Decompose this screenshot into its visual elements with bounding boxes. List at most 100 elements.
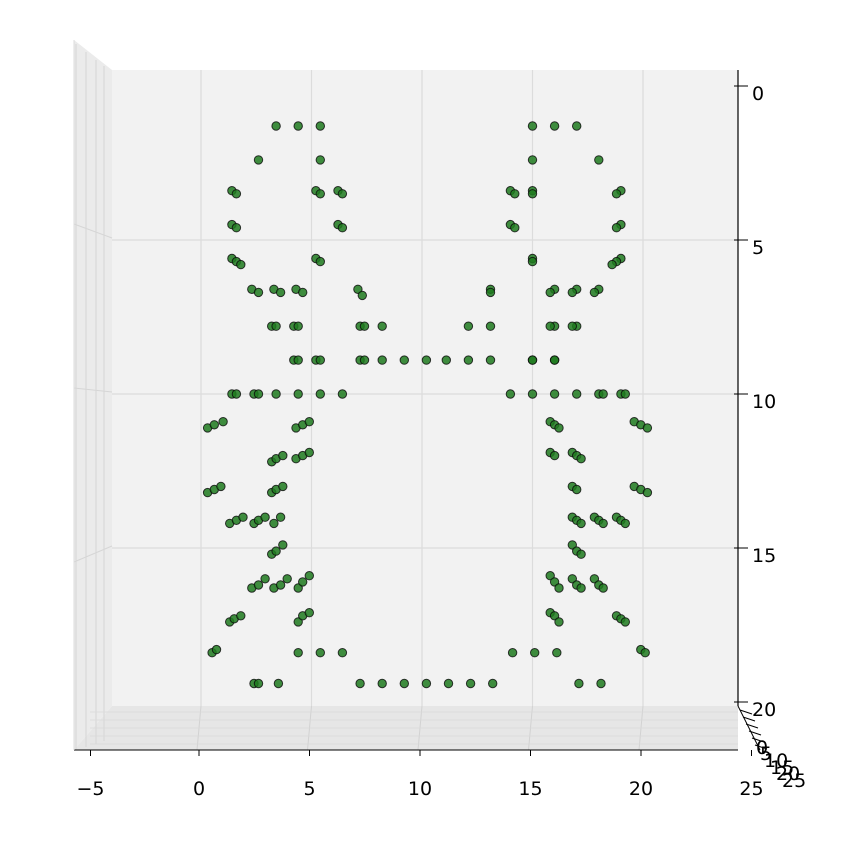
z-tick-label: 0	[756, 737, 768, 759]
data-point	[253, 155, 264, 165]
data-point	[620, 518, 630, 529]
data-point	[485, 355, 496, 365]
data-point	[620, 617, 630, 627]
data-point	[304, 571, 314, 581]
data-point	[253, 287, 264, 298]
data-point	[527, 389, 538, 399]
data-point	[315, 389, 325, 399]
data-point	[253, 389, 264, 399]
back-pane	[112, 70, 738, 706]
data-point	[293, 321, 303, 331]
data-point	[510, 189, 520, 199]
data-point	[293, 648, 303, 658]
data-point	[337, 189, 348, 199]
data-point	[271, 389, 281, 399]
data-point	[572, 121, 582, 131]
data-point	[567, 321, 577, 331]
data-point	[209, 420, 220, 430]
data-point	[278, 481, 288, 492]
x-tick-label: 15	[518, 778, 542, 800]
data-point	[216, 481, 226, 492]
z-tick	[748, 730, 762, 736]
data-point	[231, 189, 242, 199]
data-point	[238, 512, 248, 522]
data-point	[355, 678, 365, 689]
data-point	[642, 423, 653, 433]
data-point	[315, 121, 325, 131]
data-point	[488, 678, 498, 689]
data-point	[236, 259, 246, 270]
data-point	[377, 355, 387, 365]
data-point	[315, 355, 325, 365]
data-point	[589, 574, 600, 584]
x-tick-label: 10	[408, 778, 432, 800]
data-point	[527, 256, 538, 267]
data-point	[253, 580, 264, 590]
data-point	[231, 389, 242, 399]
z-tick	[751, 737, 765, 743]
data-point	[293, 355, 303, 365]
data-point	[589, 287, 600, 298]
data-point	[485, 321, 496, 331]
data-point	[231, 223, 242, 233]
data-point	[304, 417, 314, 427]
y-tick-label: 10	[752, 391, 776, 413]
data-point	[315, 155, 325, 165]
left-pane-line	[73, 545, 113, 563]
data-points	[202, 121, 653, 689]
data-point	[271, 546, 281, 556]
z-tick-label: 5	[760, 743, 772, 765]
data-point	[572, 484, 582, 495]
data-point	[507, 648, 518, 658]
z-tick	[754, 744, 768, 750]
data-point	[527, 355, 538, 365]
z-axis-line	[737, 705, 761, 751]
z-tick	[745, 723, 759, 729]
y-tick-label: 0	[752, 83, 764, 105]
data-point	[399, 355, 409, 365]
axis-panes	[74, 40, 738, 750]
data-point	[527, 155, 538, 165]
data-point	[293, 121, 303, 131]
data-point	[275, 580, 286, 590]
data-point	[315, 648, 325, 658]
data-point	[545, 287, 555, 298]
data-point	[510, 223, 520, 233]
x-tick-label: 20	[629, 778, 653, 800]
data-point	[359, 321, 370, 331]
data-point	[315, 256, 325, 267]
data-point	[421, 355, 432, 365]
data-point	[399, 678, 409, 689]
data-point	[421, 678, 432, 689]
x-tick-label: 5	[303, 778, 315, 800]
data-point	[567, 574, 577, 584]
data-point	[572, 389, 582, 399]
data-point	[260, 512, 270, 522]
axes	[73, 40, 768, 756]
y-tick-label: 15	[752, 545, 776, 567]
data-point	[549, 121, 560, 131]
data-point	[549, 450, 560, 461]
data-point	[527, 121, 538, 131]
data-point	[298, 287, 308, 298]
data-point	[485, 287, 496, 298]
data-point	[576, 518, 586, 529]
data-point	[463, 321, 474, 331]
left-pane-line	[73, 387, 113, 393]
data-point	[594, 155, 604, 165]
data-point	[554, 617, 564, 627]
data-point	[273, 678, 284, 689]
data-point	[253, 678, 264, 689]
data-point	[271, 321, 281, 331]
data-point	[505, 389, 516, 399]
data-point	[211, 644, 222, 655]
data-point	[596, 678, 606, 689]
data-point	[620, 389, 630, 399]
data-point	[359, 355, 370, 365]
data-point	[598, 389, 608, 399]
data-point	[611, 223, 622, 233]
grid-lines	[73, 44, 738, 751]
data-point	[275, 287, 286, 298]
data-point	[260, 574, 270, 584]
data-point	[269, 518, 279, 529]
